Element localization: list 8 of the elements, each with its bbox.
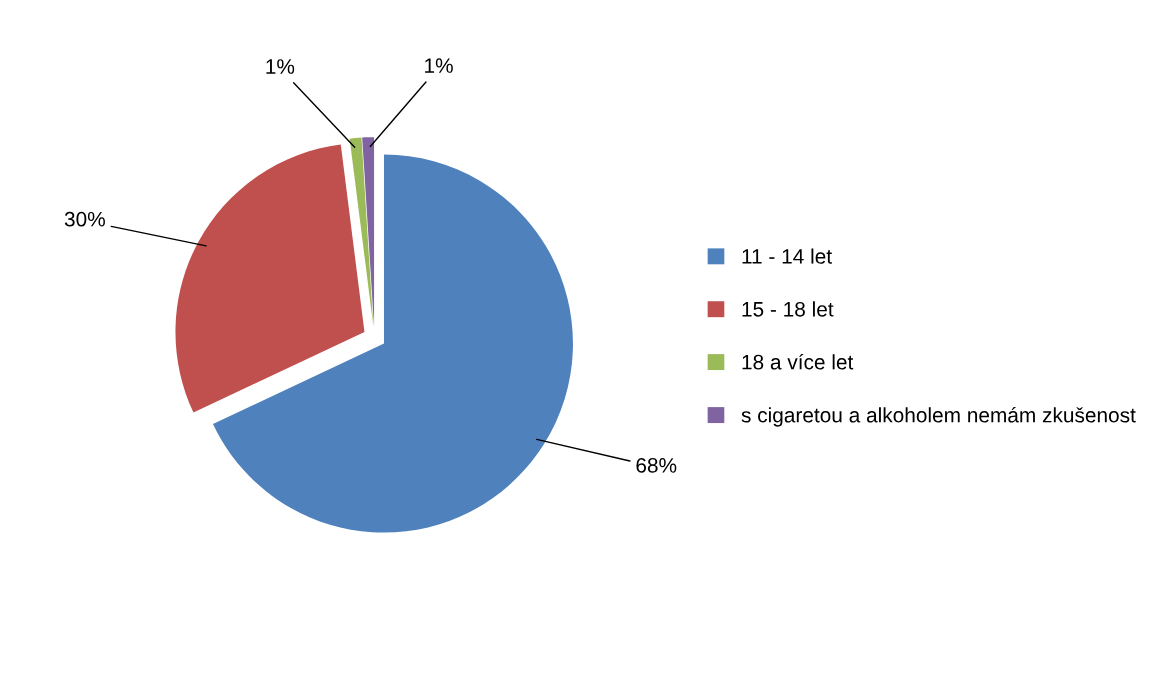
legend-label: s cigaretou a alkoholem nemám zkušenost (741, 406, 1136, 427)
legend-label: 18 a více let (742, 353, 854, 370)
legend-label: 11 - 14 let (742, 248, 832, 264)
data-label: 68% (636, 457, 677, 473)
data-label: 1% (266, 59, 295, 74)
data-label: 1% (425, 58, 453, 73)
legend-label: 15 - 18 let (742, 301, 834, 317)
data-label: 30% (64, 211, 105, 227)
